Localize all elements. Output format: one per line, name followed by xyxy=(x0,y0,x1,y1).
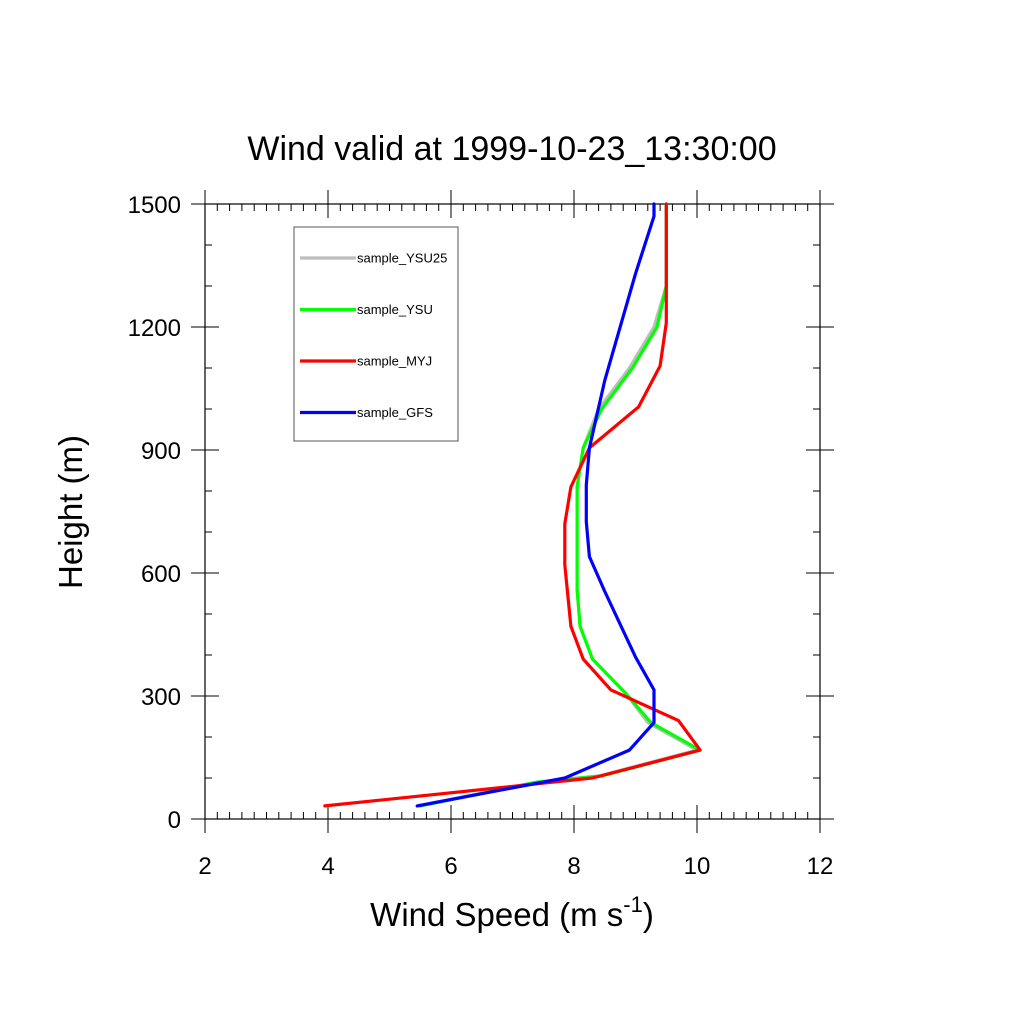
series-line-sample_YSU xyxy=(418,202,702,808)
x-axis-label-main: Wind Speed (m s xyxy=(370,896,623,933)
x-axis-label: Wind Speed (m s-1) xyxy=(370,892,654,933)
y-tick-label: 900 xyxy=(141,438,181,465)
y-tick-label: 300 xyxy=(141,684,181,711)
y-tick-label: 1200 xyxy=(128,315,181,342)
x-tick-label: 2 xyxy=(198,853,211,880)
y-tick-label: 600 xyxy=(141,561,181,588)
series-line-sample_MYJ xyxy=(323,202,702,808)
y-tick-label: 0 xyxy=(168,807,181,834)
x-tick-label: 12 xyxy=(807,853,834,880)
axis-ticks xyxy=(191,190,834,833)
y-axis-label: Height (m) xyxy=(52,435,89,589)
x-axis-label-suffix: ) xyxy=(643,896,654,933)
legend: sample_YSU25 sample_YSU sample_MYJ sample_G… xyxy=(293,226,459,442)
axis-tick-labels: 2 4 6 8 10 12 0 300 600 900 1200 1500 xyxy=(128,192,834,880)
series-line-sample_GFS xyxy=(415,202,656,808)
y-tick-label: 1500 xyxy=(128,192,181,219)
x-tick-label: 8 xyxy=(567,853,580,880)
legend-box xyxy=(293,226,459,442)
series-lines xyxy=(323,202,702,808)
legend-label: sample_YSU xyxy=(357,302,433,317)
x-axis-label-superscript: -1 xyxy=(623,892,643,917)
chart-title: Wind valid at 1999-10-23_13:30:00 xyxy=(247,130,776,168)
legend-label: sample_GFS xyxy=(357,405,433,420)
legend-label: sample_MYJ xyxy=(357,354,432,369)
x-tick-label: 10 xyxy=(684,853,711,880)
x-tick-label: 6 xyxy=(444,853,457,880)
x-tick-label: 4 xyxy=(321,853,334,880)
legend-label: sample_YSU25 xyxy=(357,251,447,266)
